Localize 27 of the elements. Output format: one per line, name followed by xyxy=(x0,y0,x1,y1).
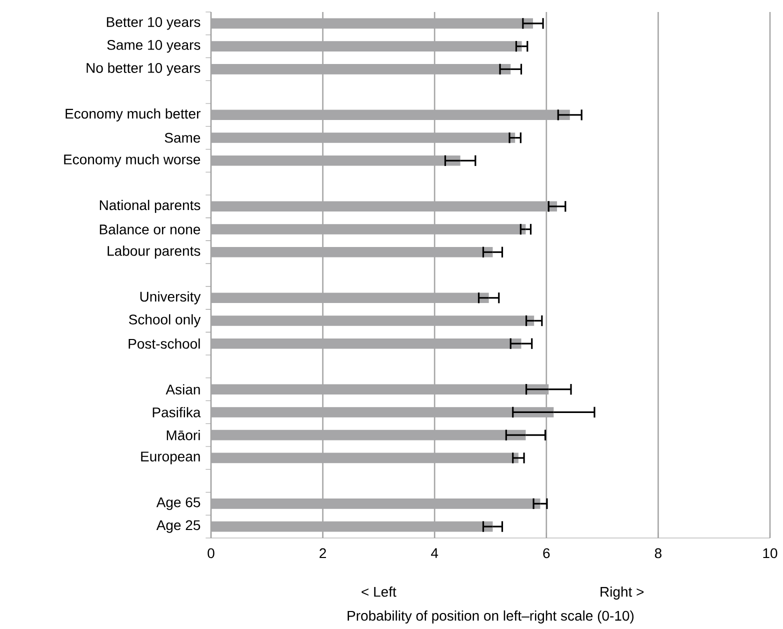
x-axis-title: Probability of position on left–right scale (0-10) xyxy=(348,610,634,624)
x-tick-label: 0 xyxy=(208,548,214,558)
y-tick-label: University xyxy=(140,291,201,304)
x-tick-label: 2 xyxy=(320,548,326,558)
y-tick-label: School only xyxy=(128,314,201,328)
y-tick-label: Economy much better xyxy=(66,108,200,122)
text: Right > xyxy=(600,586,644,600)
x-tick-label: 10 xyxy=(763,548,778,558)
y-tick-label: Pasifika xyxy=(152,407,201,418)
x-tick-label: 4 xyxy=(431,548,438,558)
y-tick-label: Asian xyxy=(166,384,200,394)
y-tick-label: Age 25 xyxy=(156,520,200,533)
y-tick-label: Economy much worse xyxy=(64,154,200,168)
x-tick-label: 8 xyxy=(654,548,662,558)
y-tick-label: Better 10 years xyxy=(106,17,200,30)
y-tick-label: Māori xyxy=(166,430,200,440)
y-tick-label: Same 10 years xyxy=(107,40,200,53)
y-tick-label: Post-school xyxy=(128,338,200,349)
y-tick-label: European xyxy=(141,452,200,464)
y-tick-label: Balance or none xyxy=(100,224,200,234)
y-tick-label: Labour parents xyxy=(108,246,200,259)
y-tick-label: No better 10 years xyxy=(86,62,200,76)
x-tick-label: 6 xyxy=(543,548,550,558)
y-tick-label: National parents xyxy=(100,200,200,213)
y-tick-label: Same xyxy=(164,132,200,143)
y-tick-label: Age 65 xyxy=(156,497,200,510)
text: < Left xyxy=(362,586,396,597)
